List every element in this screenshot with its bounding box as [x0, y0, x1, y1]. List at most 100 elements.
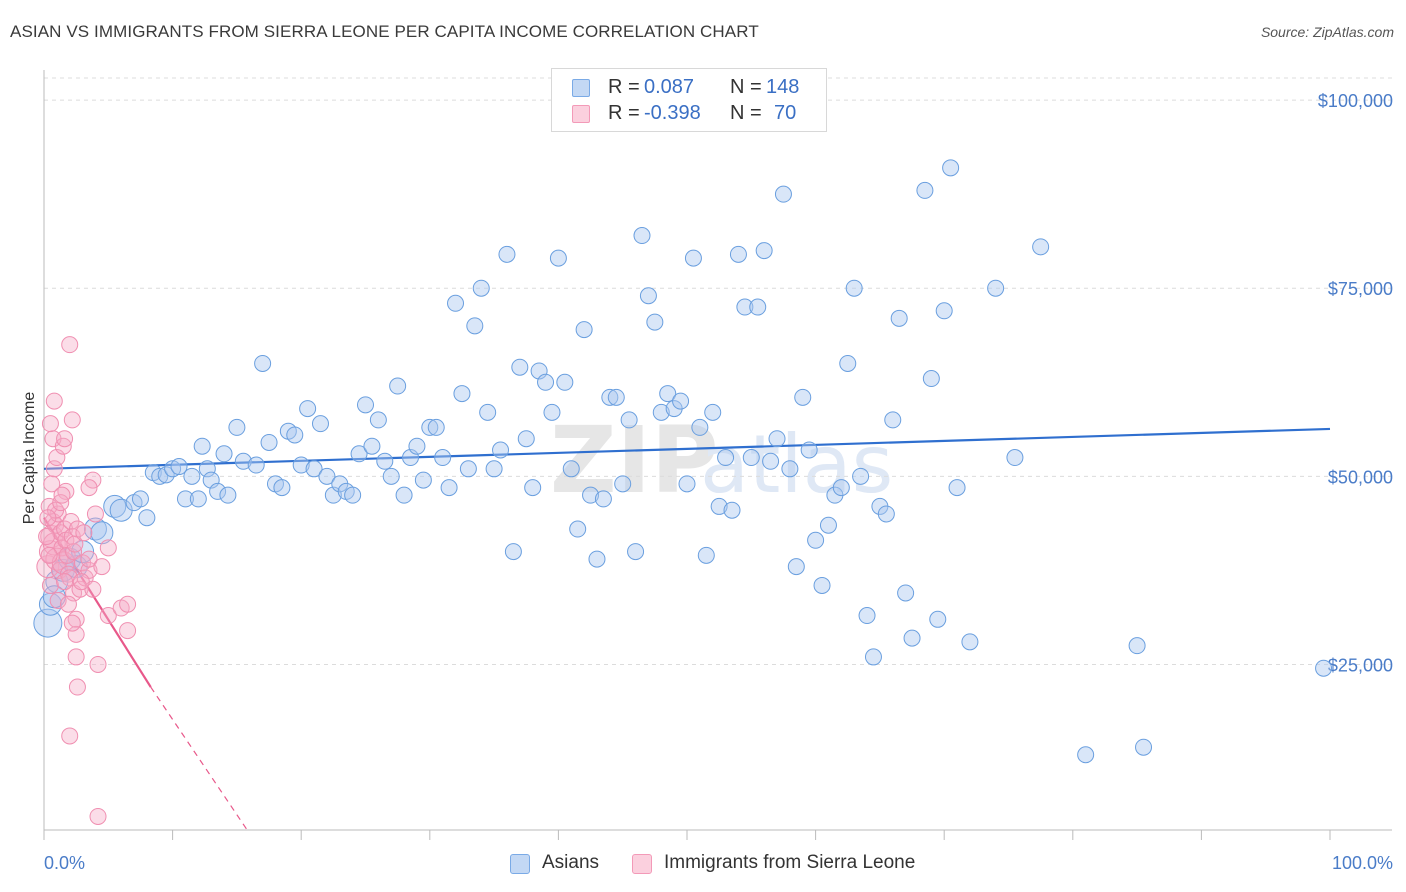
asian-point [935, 302, 953, 320]
asian-point [897, 584, 915, 602]
asian-point [472, 279, 490, 297]
asian-point [755, 242, 773, 260]
asian-point [710, 497, 728, 515]
y-axis-label: Per Capita Income [21, 392, 38, 525]
asian-point [1315, 659, 1333, 677]
asian-point [408, 437, 426, 455]
axes [43, 70, 1392, 840]
asian-point [215, 445, 233, 463]
legend-r-value-sierra-leone: -0.398 [644, 102, 701, 124]
asian-point [357, 396, 374, 414]
sierra-leone-point [43, 475, 61, 493]
y-tick-label: $75,000 [1328, 279, 1393, 299]
asian-point [369, 411, 387, 429]
chart-title: ASIAN VS IMMIGRANTS FROM SIERRA LEONE PE… [10, 22, 759, 41]
sierra-leone-point [53, 486, 71, 504]
asian-point [344, 486, 362, 504]
asian-point [492, 441, 510, 459]
legend-r-value-asians: 0.087 [644, 76, 695, 98]
asian-point [987, 279, 1005, 297]
asian-point [697, 546, 715, 564]
asian-point [562, 460, 580, 478]
asian-point [198, 460, 216, 478]
asian-point [607, 388, 625, 406]
asian-point [942, 159, 960, 177]
asian-point [292, 456, 310, 474]
sierra-leone-point [68, 678, 86, 696]
asian-point [157, 466, 175, 484]
sierra-leone-point [80, 479, 98, 497]
asian-point [678, 475, 696, 493]
legend-n-label: N = [730, 102, 762, 124]
asian-point [170, 458, 188, 476]
asian-point [183, 467, 201, 485]
y-tick-label: $25,000 [1328, 655, 1393, 675]
sierra-leone-point [99, 539, 117, 557]
asian-point [421, 418, 439, 436]
sierra-leone-point [89, 655, 107, 673]
asian-point [247, 456, 265, 474]
asian-point [459, 460, 477, 478]
sierra-leone-point [41, 576, 59, 594]
asian-point [286, 426, 304, 444]
asian-point [524, 479, 542, 497]
asian-point [305, 460, 323, 478]
stats-legend: R = 0.087 N = 148 R = -0.398 N = 70 [551, 68, 827, 132]
sierra-leone-point [45, 460, 63, 478]
watermark-zip: ZIP [550, 407, 718, 514]
asian-point [768, 430, 786, 448]
asian-point [453, 385, 471, 403]
asian-point [51, 558, 75, 582]
asian-point [549, 249, 567, 267]
asian-point [582, 486, 600, 504]
asian-point [961, 633, 979, 651]
asian-point [813, 576, 831, 594]
asian-point [839, 354, 857, 372]
legend-swatch-asians [510, 854, 530, 874]
asian-point [517, 430, 535, 448]
asian-point [504, 543, 522, 561]
asian-point [774, 185, 792, 203]
asian-point [1128, 637, 1146, 655]
sierra-leone-point [56, 430, 74, 448]
sierra-leone-point [45, 392, 63, 410]
sierra-leone-point [93, 558, 111, 576]
asian-point [1006, 449, 1024, 467]
sierra-leone-point [72, 573, 90, 591]
asian-point [717, 449, 735, 467]
asian-point [83, 517, 107, 541]
asian-point [691, 418, 709, 436]
asian-point [389, 377, 407, 395]
asian-point [639, 287, 657, 305]
legend-n-label: N = [730, 76, 762, 98]
asian-point [1135, 738, 1153, 756]
asian-point [260, 433, 278, 451]
asian-point [376, 452, 394, 470]
source-label: Source: ZipAtlas.com [1260, 24, 1394, 40]
sierra-leone-point [61, 727, 79, 745]
trend-lines [43, 427, 1331, 831]
y-tick-labels: $25,000 $50,000 $75,000 $100,000 [1318, 91, 1393, 675]
asian-point [704, 403, 722, 421]
asian-point [614, 475, 632, 493]
sierra-leone-point [45, 547, 69, 571]
x-tick-label-max: 100.0% [1332, 853, 1393, 873]
asian-point [556, 373, 574, 391]
asian-point [845, 279, 863, 297]
asian-point [672, 392, 690, 410]
asian-point [189, 490, 207, 508]
legend-swatch-sierra-leone [632, 854, 652, 874]
asian-point [543, 403, 561, 421]
legend-swatch-sierra-leone [572, 105, 590, 123]
asian-point [1032, 238, 1050, 256]
asian-point [311, 415, 329, 433]
asian-point [219, 486, 237, 504]
asian-point [254, 354, 272, 372]
x-tick-labels: 0.0% 100.0% [44, 853, 1393, 873]
asian-point [511, 358, 529, 376]
asian-point [479, 403, 497, 421]
asian-point [537, 373, 555, 391]
sierra-leone-point [67, 625, 85, 643]
sierra-leone-point [56, 573, 74, 591]
